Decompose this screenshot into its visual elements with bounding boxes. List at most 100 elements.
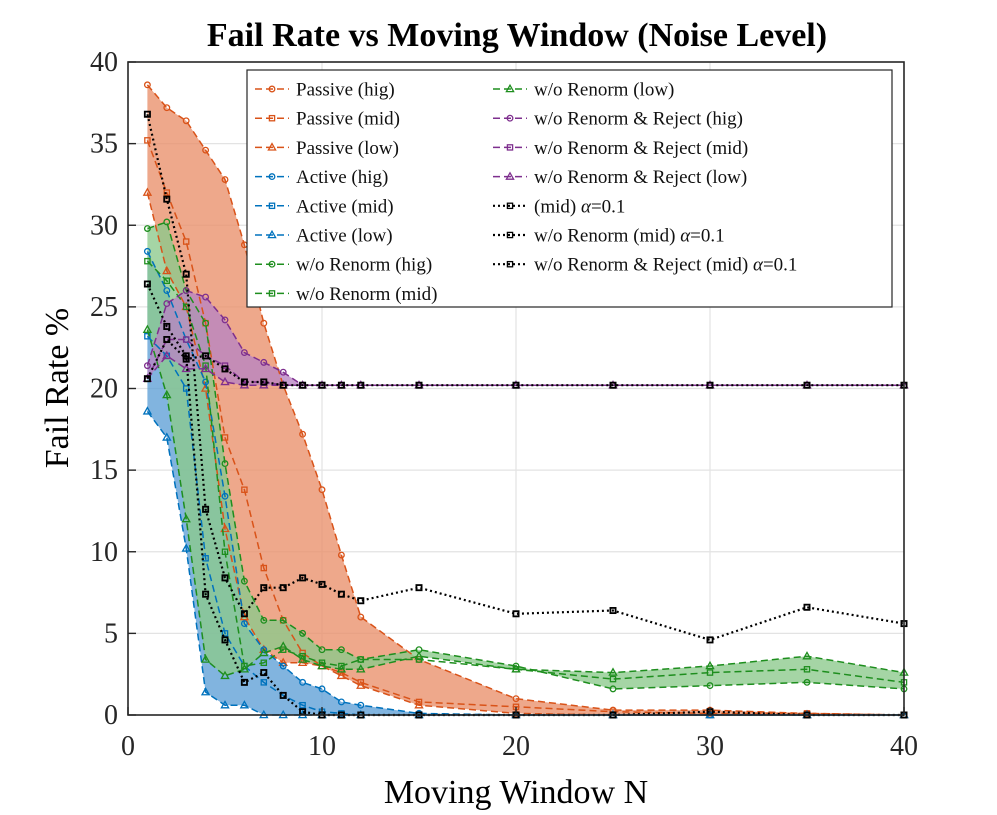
legend-marker — [268, 173, 276, 181]
data-point — [706, 669, 714, 676]
data-point — [200, 687, 211, 696]
legend-item: Passive (hig) — [255, 80, 395, 101]
y-tick-label: 40 — [90, 47, 118, 78]
data-point — [337, 646, 345, 654]
data-point — [163, 218, 171, 226]
data-point — [279, 662, 287, 670]
data-point — [221, 176, 229, 183]
data-point — [239, 664, 250, 673]
data-point — [317, 660, 327, 670]
legend-item: w/o Renorm & Reject (low) — [493, 167, 747, 188]
data-point — [163, 104, 171, 112]
series-14 — [143, 336, 908, 389]
data-point — [803, 678, 811, 686]
data-point — [221, 574, 229, 582]
legend-label: w/o Renorm (mid) — [296, 284, 437, 305]
data-point — [241, 486, 248, 493]
data-point — [202, 293, 210, 301]
data-point — [163, 277, 171, 285]
legend-item: Active (mid) — [255, 196, 394, 217]
data-point — [182, 117, 190, 125]
legend-item: Passive (low) — [255, 138, 399, 159]
data-point — [337, 590, 345, 598]
legend-item: (mid) α=0.1 — [493, 196, 625, 217]
legend-marker — [506, 114, 514, 122]
legend-marker — [505, 171, 515, 180]
series-line — [146, 113, 905, 642]
data-point — [143, 110, 151, 118]
data-point — [318, 685, 326, 693]
data-point — [221, 636, 229, 644]
data-point — [142, 406, 153, 415]
data-point — [162, 350, 172, 360]
data-point — [337, 551, 345, 559]
data-point — [260, 584, 268, 592]
data-point — [609, 685, 617, 693]
legend-marker — [267, 142, 277, 151]
legend-label: Active (hig) — [296, 167, 388, 188]
data-point — [336, 670, 347, 680]
data-point — [182, 287, 190, 294]
data-point — [202, 505, 210, 513]
chart-title: Fail Rate vs Moving Window (Noise Level) — [207, 17, 827, 54]
data-point — [279, 584, 287, 592]
legend-label: w/o Renorm (low) — [534, 80, 674, 101]
x-tick-label: 40 — [890, 731, 918, 762]
data-point — [144, 333, 151, 340]
data-point — [415, 656, 423, 663]
data-point — [318, 486, 326, 494]
data-point — [239, 700, 250, 709]
series-line — [146, 329, 905, 677]
data-point — [202, 146, 210, 154]
legend-label: w/o Renorm (hig) — [296, 255, 432, 276]
data-point — [181, 513, 191, 523]
data-point — [181, 543, 191, 552]
data-point — [142, 187, 153, 196]
data-point — [220, 700, 230, 709]
data-point — [221, 365, 229, 373]
data-point — [240, 378, 248, 386]
x-axis-label: Moving Window N — [384, 774, 648, 811]
data-point — [200, 363, 211, 373]
data-point — [803, 381, 811, 389]
legend-marker — [268, 202, 276, 210]
legend-marker — [505, 83, 515, 93]
data-point — [357, 381, 365, 389]
data-point — [202, 378, 210, 386]
data-point — [260, 669, 268, 677]
data-point — [318, 659, 326, 667]
x-tick-label: 30 — [696, 731, 724, 762]
data-point — [299, 574, 307, 582]
legend-marker — [506, 202, 514, 210]
legend-marker — [268, 260, 276, 268]
data-point — [220, 523, 230, 533]
legend-item: Passive (mid) — [255, 109, 400, 130]
legend-item: w/o Renorm (mid) — [255, 284, 437, 305]
data-point — [357, 613, 365, 621]
data-point — [221, 434, 229, 441]
data-point — [803, 666, 811, 673]
data-point — [221, 548, 229, 556]
legend-label: Passive (mid) — [296, 109, 400, 130]
data-point — [260, 358, 268, 366]
legend-item: w/o Renorm & Reject (hig) — [493, 109, 743, 130]
data-point — [415, 584, 423, 592]
legend-marker — [268, 290, 276, 297]
data-point — [143, 247, 151, 255]
data-point — [182, 238, 190, 245]
legend-label: w/o Renorm & Reject (hig) — [534, 109, 743, 130]
series-line — [146, 337, 904, 387]
y-tick-label: 10 — [90, 537, 118, 568]
data-point — [415, 381, 423, 389]
legend-label: Passive (hig) — [296, 80, 395, 101]
data-point — [202, 352, 210, 360]
data-point — [240, 349, 248, 357]
data-point — [163, 195, 171, 203]
data-point — [202, 590, 210, 598]
legend-box — [246, 69, 893, 308]
x-tick-label: 0 — [121, 731, 135, 762]
data-point — [337, 381, 345, 389]
legend-marker — [506, 231, 514, 239]
data-point — [511, 664, 521, 673]
data-point — [299, 701, 306, 709]
